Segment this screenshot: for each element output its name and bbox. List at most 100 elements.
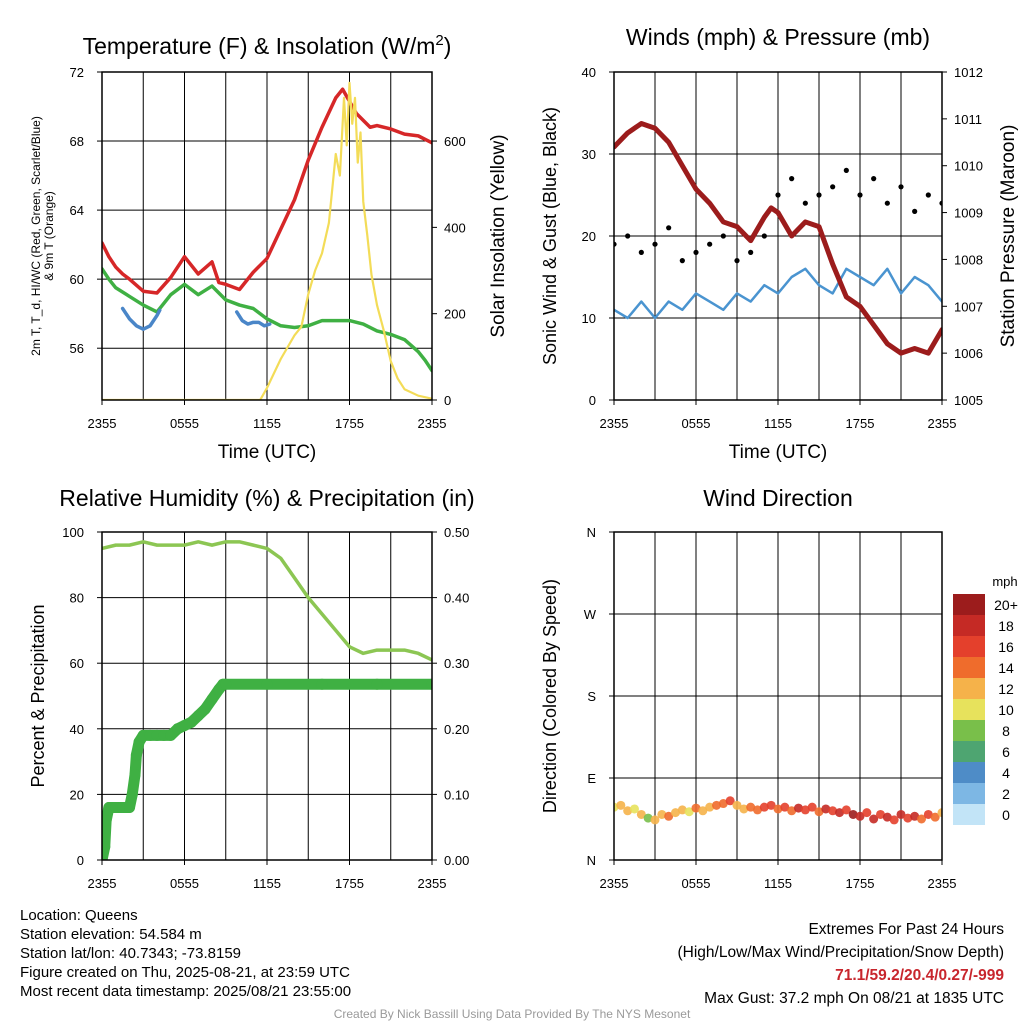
x-tick-label: 2355 <box>418 876 447 891</box>
data-point <box>102 854 108 860</box>
x-tick-label: 2355 <box>88 876 117 891</box>
data-point <box>126 788 138 800</box>
data-point <box>748 249 754 255</box>
y-axis-label: Sonic Wind & Gust (Blue, Black) <box>540 107 560 365</box>
y-tick-label: 0 <box>589 393 596 408</box>
data-point <box>816 192 822 198</box>
x-axis-label: Time (UTC) <box>218 442 317 463</box>
colorbar-swatch <box>953 615 985 636</box>
y2-tick-label: 0.10 <box>444 787 469 802</box>
series-line-1 <box>102 87 432 295</box>
extremes-title: Extremes For Past 24 Hours <box>808 921 1004 938</box>
data-point <box>426 678 432 690</box>
y-axis-label: 2m T, T_d, HI/WC (Red, Green, Scarlet/Bl… <box>29 116 43 356</box>
direction-point <box>794 803 803 813</box>
colorbar-label: 10 <box>998 702 1014 718</box>
direction-point <box>671 808 680 818</box>
extremes-values: 71.1/59.2/20.4/0.27/-999 <box>835 967 1004 984</box>
colorbar-swatch <box>953 594 985 615</box>
direction-point <box>664 811 674 821</box>
title-end: ) <box>444 33 452 59</box>
data-point <box>775 192 781 198</box>
y-axis-label: & 9m T (Orange) <box>42 191 56 281</box>
direction-point <box>712 800 721 810</box>
direction-point <box>841 805 851 815</box>
series-line-1 <box>102 540 432 662</box>
direction-point <box>657 809 667 819</box>
y2-tick-label: 1011 <box>954 112 982 127</box>
direction-point <box>910 811 920 821</box>
direction-point <box>773 804 783 814</box>
direction-point <box>759 802 769 812</box>
y-tick-label: 60 <box>70 272 84 287</box>
chart-title: Winds (mph) & Pressure (mb) <box>626 24 930 50</box>
station-elevation: Station elevation: 54.584 m <box>20 926 202 943</box>
data-point <box>693 249 699 255</box>
extremes-subtitle: (High/Low/Max Wind/Precipitation/Snow De… <box>677 944 1005 961</box>
y-tick-label: N <box>587 853 596 868</box>
y-tick-label: 64 <box>70 203 84 218</box>
colorbar-title: mph <box>992 574 1017 589</box>
data-point <box>884 200 890 206</box>
y2-tick-label: 1005 <box>954 393 983 408</box>
y-tick-label: 100 <box>62 525 84 540</box>
colorbar-swatch <box>953 699 985 720</box>
direction-point <box>930 812 940 822</box>
x-tick-label: 0555 <box>170 416 199 431</box>
colorbar-swatch <box>953 678 985 699</box>
series-line-3 <box>614 121 942 356</box>
colorbar-label: 2 <box>1002 786 1010 802</box>
direction-point <box>862 808 872 818</box>
direction-point <box>821 804 831 814</box>
y2-tick-label: 0.20 <box>444 722 469 737</box>
x-tick-label: 2355 <box>600 416 629 431</box>
direction-point <box>766 800 776 810</box>
x-tick-label: 1755 <box>335 416 364 431</box>
extremes-block: Extremes For Past 24 Hours (High/Low/Max… <box>678 918 1005 1010</box>
data-point <box>707 241 713 247</box>
data-point <box>638 249 644 255</box>
direction-point <box>725 796 735 806</box>
y-tick-label: 0 <box>77 853 84 868</box>
colorbar-swatch <box>953 741 985 762</box>
x-tick-label: 0555 <box>682 416 711 431</box>
direction-point <box>923 809 933 819</box>
y2-axis-label: Solar Insolation (Yellow) <box>488 134 509 337</box>
colorbar-swatch <box>953 783 985 804</box>
direction-point <box>869 814 879 824</box>
plot-area <box>102 540 432 860</box>
direction-point <box>698 806 708 816</box>
direction-point <box>903 813 913 823</box>
colorbar-swatch <box>953 636 985 657</box>
y-tick-label: N <box>587 525 596 540</box>
y-tick-label: 80 <box>70 591 84 606</box>
x-tick-label: 1155 <box>764 876 792 891</box>
data-point <box>316 678 328 690</box>
y-tick-label: W <box>584 607 597 622</box>
data-point <box>830 184 836 190</box>
title-sup: 2 <box>435 32 443 49</box>
data-point <box>185 716 197 728</box>
x-tick-label: 1155 <box>253 416 281 431</box>
data-point <box>871 176 877 182</box>
direction-point <box>718 799 728 809</box>
data-point <box>761 233 767 239</box>
series-line-3 <box>120 306 162 331</box>
data-point <box>220 678 232 690</box>
direction-point <box>739 804 749 814</box>
max-gust: Max Gust: 37.2 mph On 08/21 at 1835 UTC <box>704 990 1004 1007</box>
x-tick-label: 1755 <box>846 416 875 431</box>
direction-point <box>643 813 653 823</box>
y-axis-label: Direction (Colored By Speed) <box>540 579 560 813</box>
y2-tick-label: 1008 <box>954 252 983 267</box>
y-tick-label: 40 <box>582 65 596 80</box>
station-latlon: Station lat/lon: 40.7343; -73.8159 <box>20 945 242 962</box>
x-tick-label: 1155 <box>764 416 792 431</box>
direction-point <box>780 802 790 812</box>
x-tick-label: 2355 <box>600 876 629 891</box>
direction-point <box>732 800 742 810</box>
direction-point <box>630 804 639 814</box>
y-tick-label: 20 <box>70 787 84 802</box>
y-tick-label: 20 <box>582 229 596 244</box>
data-point <box>898 184 904 190</box>
